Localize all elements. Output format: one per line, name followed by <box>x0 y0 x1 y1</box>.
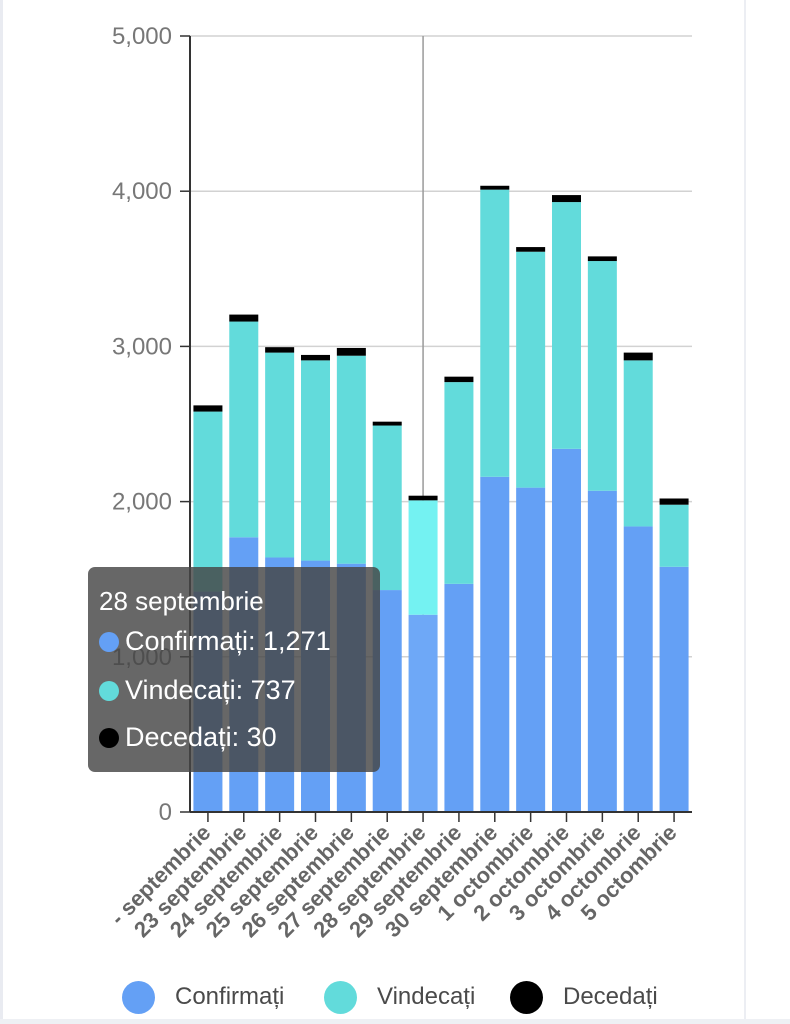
tooltip-title: 28 septembrie <box>99 586 264 616</box>
frame-border-right <box>744 0 746 1024</box>
bar-segment-decedati[interactable] <box>480 185 510 190</box>
tooltip-swatch-vindecati <box>99 681 119 701</box>
y-tick-label: 5,000 <box>112 23 172 50</box>
y-tick-label: 3,000 <box>112 333 172 360</box>
bar-segment-vindecati[interactable] <box>265 352 295 558</box>
tooltip-text-decedati: Decedați: 30 <box>125 722 277 752</box>
tooltip-swatch-decedati <box>99 728 119 748</box>
bar-segment-confirmati[interactable] <box>623 526 653 812</box>
bar-segment-confirmati[interactable] <box>480 476 510 812</box>
legend-item-decedati[interactable]: Decedați <box>510 978 658 1016</box>
bar-segment-vindecati[interactable] <box>659 504 689 567</box>
bar-segment-decedati[interactable] <box>552 195 581 203</box>
tooltip-swatch-confirmati <box>99 632 119 652</box>
y-tick-label: 2,000 <box>112 489 172 516</box>
bar-segment-decedati[interactable] <box>336 347 366 356</box>
bar-segment-decedati[interactable] <box>516 247 546 252</box>
legend-dot-decedati <box>510 980 543 1014</box>
hover-tooltip: 28 septembrie Confirmați: 1,271 Vindecaț… <box>88 567 380 772</box>
bar-segment-vindecati[interactable] <box>623 360 653 527</box>
bar-segment-vindecati[interactable] <box>552 202 581 449</box>
legend-label-confirmati: Confirmați <box>175 983 285 1010</box>
y-tick-label: 4,000 <box>112 178 172 205</box>
legend-item-confirmati[interactable]: Confirmați <box>122 978 284 1016</box>
bar-segment-confirmati[interactable] <box>408 614 438 812</box>
bar-segment-decedati[interactable] <box>408 495 438 501</box>
bar-segment-vindecati[interactable] <box>193 411 223 592</box>
bar-segment-vindecati[interactable] <box>336 355 366 564</box>
legend-item-vindecati[interactable]: Vindecați <box>324 978 475 1016</box>
bar-segment-vindecati[interactable] <box>444 382 474 584</box>
tooltip-text-vindecati: Vindecați: 737 <box>125 675 296 705</box>
bar-segment-decedati[interactable] <box>301 354 330 361</box>
bar-segment-vindecati[interactable] <box>301 360 330 561</box>
bar-segment-decedati[interactable] <box>587 256 617 262</box>
legend-label-vindecati: Vindecați <box>377 983 476 1010</box>
bar-segment-vindecati[interactable] <box>480 189 510 477</box>
bar-segment-vindecati[interactable] <box>372 425 402 591</box>
bar-segment-vindecati[interactable] <box>587 261 617 491</box>
bar-segment-vindecati[interactable] <box>229 321 259 538</box>
legend-label-decedati: Decedați <box>563 983 658 1010</box>
legend-dot-vindecati <box>324 980 357 1014</box>
bar-segment-decedati[interactable] <box>229 314 259 322</box>
bar-segment-decedati[interactable] <box>193 405 223 412</box>
bar-segment-decedati[interactable] <box>265 347 295 353</box>
bar-segment-decedati[interactable] <box>659 498 689 505</box>
bar-segment-decedati[interactable] <box>372 421 402 426</box>
bar-segment-confirmati[interactable] <box>444 583 474 812</box>
tooltip-row-vindecati: Vindecați: 737 <box>99 675 296 706</box>
bar-segment-confirmati[interactable] <box>516 487 546 812</box>
chart-legend: Confirmați Vindecați Decedați <box>120 978 720 1018</box>
bar-segment-confirmati[interactable] <box>659 566 689 812</box>
legend-dot-confirmati <box>122 980 155 1014</box>
frame-border-left <box>0 0 3 1024</box>
frame-border-bottom <box>0 1019 790 1024</box>
tooltip-row-decedati: Decedați: 30 <box>99 722 277 753</box>
bar-segment-confirmati[interactable] <box>552 448 581 812</box>
bar-segment-decedati[interactable] <box>444 376 474 383</box>
bar-segment-decedati[interactable] <box>623 352 653 361</box>
tooltip-row-confirmati: Confirmați: 1,271 <box>99 626 331 657</box>
bar-segment-vindecati[interactable] <box>516 251 546 488</box>
y-tick-label: 0 <box>159 799 172 826</box>
tooltip-text-confirmati: Confirmați: 1,271 <box>125 626 331 656</box>
bar-segment-vindecati[interactable] <box>408 500 438 615</box>
bar-segment-confirmati[interactable] <box>587 490 617 812</box>
